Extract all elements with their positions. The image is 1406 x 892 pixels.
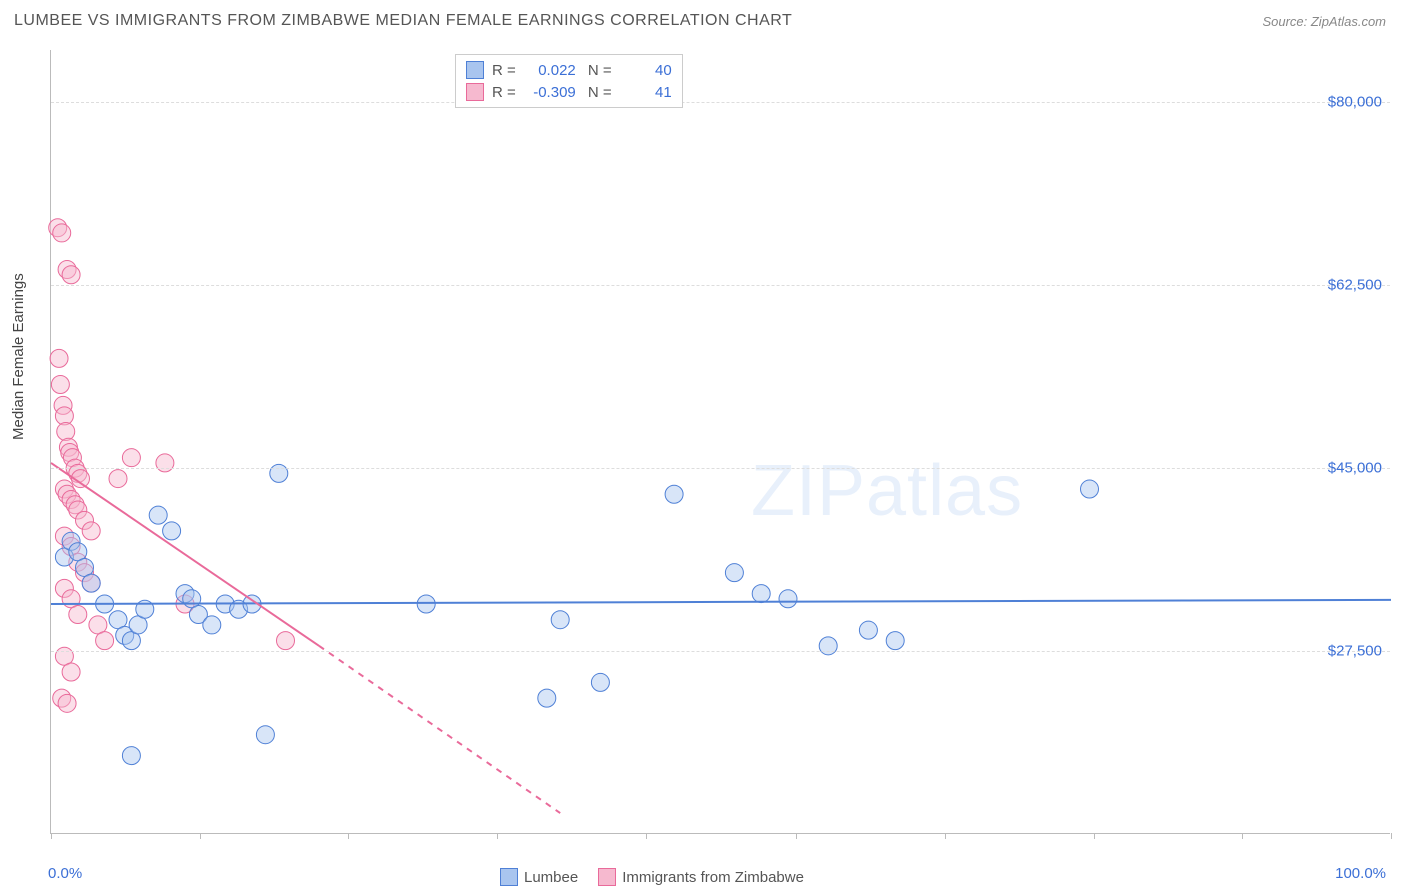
source-attribution: Source: ZipAtlas.com [1262, 14, 1386, 29]
stats-row-1: R = 0.022 N = 40 [466, 59, 672, 81]
scatter-svg [51, 50, 1390, 833]
y-tick-label: $45,000 [1328, 460, 1382, 477]
chart-plot-area: ZIPatlas $27,500$45,000$62,500$80,000 [50, 50, 1390, 834]
x-tick [51, 833, 52, 839]
n-value-2: 41 [620, 84, 672, 101]
r-value-2: -0.309 [524, 84, 576, 101]
chart-header: LUMBEE VS IMMIGRANTS FROM ZIMBABWE MEDIA… [0, 0, 1406, 38]
legend-swatch-1 [500, 868, 518, 886]
gridline [51, 102, 1390, 103]
x-tick [646, 833, 647, 839]
gridline [51, 651, 1390, 652]
stats-row-2: R = -0.309 N = 41 [466, 81, 672, 103]
x-tick [1242, 833, 1243, 839]
legend-swatch-2 [598, 868, 616, 886]
x-tick [348, 833, 349, 839]
legend-item-2: Immigrants from Zimbabwe [598, 868, 804, 886]
y-axis-label: Median Female Earnings [10, 273, 27, 440]
swatch-series2 [466, 83, 484, 101]
x-min-label: 0.0% [48, 865, 82, 882]
x-tick [1094, 833, 1095, 839]
x-tick [796, 833, 797, 839]
y-tick-label: $80,000 [1328, 94, 1382, 111]
y-tick-label: $62,500 [1328, 277, 1382, 294]
gridline [51, 285, 1390, 286]
chart-title: LUMBEE VS IMMIGRANTS FROM ZIMBABWE MEDIA… [14, 12, 792, 30]
x-tick [945, 833, 946, 839]
stats-legend: R = 0.022 N = 40 R = -0.309 N = 41 [455, 54, 683, 108]
x-tick [200, 833, 201, 839]
n-value-1: 40 [620, 62, 672, 79]
legend-item-1: Lumbee [500, 868, 578, 886]
x-max-label: 100.0% [1335, 865, 1386, 882]
x-tick [1391, 833, 1392, 839]
bottom-legend: Lumbee Immigrants from Zimbabwe [500, 868, 804, 886]
x-tick [497, 833, 498, 839]
r-value-1: 0.022 [524, 62, 576, 79]
swatch-series1 [466, 61, 484, 79]
gridline [51, 468, 1390, 469]
y-tick-label: $27,500 [1328, 643, 1382, 660]
